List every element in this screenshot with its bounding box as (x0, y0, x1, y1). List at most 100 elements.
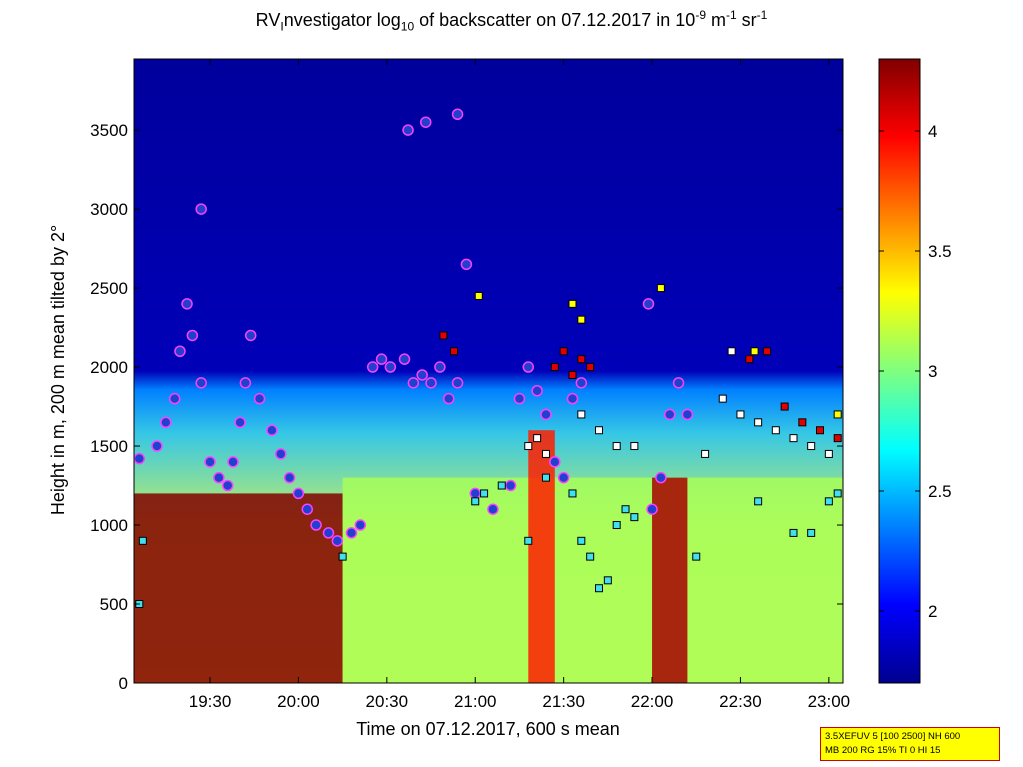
data-marker (557, 471, 570, 484)
colorbar-tick-label: 2 (928, 602, 937, 621)
data-marker (672, 377, 685, 389)
data-marker (434, 361, 446, 373)
y-tick-label: 1000 (90, 516, 128, 535)
y-tick-label: 1500 (90, 437, 128, 456)
data-marker (575, 377, 588, 389)
plot-frame (133, 58, 844, 684)
data-marker (195, 377, 207, 389)
data-marker (419, 116, 432, 128)
data-marker (577, 355, 586, 364)
plot-area (134, 59, 843, 683)
x-tick-label: 20:00 (277, 692, 320, 711)
data-marker (244, 329, 257, 342)
data-marker (568, 299, 577, 308)
data-marker (621, 505, 630, 514)
x-axis: 19:30 20:00 20:30 21:00 21:30 22:00 22:30 23:00 (189, 59, 850, 711)
data-marker (595, 426, 604, 435)
data-marker (603, 576, 612, 585)
data-marker (234, 416, 246, 429)
data-marker (221, 479, 234, 492)
data-marker (450, 347, 459, 356)
data-marker (656, 284, 665, 293)
info-line-2: MB 200 RG 15% TI 0 HI 15 (825, 745, 941, 756)
data-marker (504, 479, 517, 492)
data-marker (451, 108, 464, 121)
marker-points (134, 108, 842, 609)
data-marker (780, 402, 789, 411)
colorbar-tick-label: 3 (928, 362, 937, 381)
data-marker (487, 503, 499, 515)
info-box: 3.5XEFUV 5 [100 2500] NH 600 MB 200 RG 1… (820, 727, 1000, 761)
data-marker (646, 503, 658, 515)
x-tick-label: 19:30 (189, 692, 232, 711)
data-marker (160, 416, 172, 429)
x-tick-label: 21:30 (542, 692, 585, 711)
data-marker (186, 329, 199, 342)
y-tick-label: 0 (119, 674, 128, 693)
data-marker (745, 355, 754, 364)
y-tick-label: 2500 (90, 279, 128, 298)
x-tick-label: 23:00 (808, 692, 851, 711)
data-marker (541, 449, 550, 458)
data-marker (541, 473, 550, 482)
data-marker (771, 426, 780, 435)
data-marker (471, 497, 480, 506)
data-marker (566, 392, 579, 405)
data-marker (630, 513, 639, 522)
data-marker (134, 452, 146, 465)
data-marker (474, 291, 483, 300)
data-marker (239, 377, 252, 389)
data-marker (213, 471, 225, 484)
heatmap-layer (134, 493, 343, 683)
data-marker (524, 536, 533, 545)
data-marker (375, 353, 388, 365)
data-marker (789, 434, 798, 443)
colorbar-tick-label: 2.5 (928, 482, 952, 501)
heatmap-layer (652, 477, 688, 683)
data-marker (816, 426, 825, 435)
data-marker (204, 456, 216, 468)
data-marker (524, 442, 533, 451)
title-part: nvestigator log (283, 10, 401, 30)
data-marker (407, 377, 420, 389)
x-tick-label: 22:00 (631, 692, 674, 711)
data-marker (630, 442, 639, 451)
data-marker (384, 361, 397, 373)
title-part: I (280, 19, 284, 34)
data-marker (595, 584, 604, 593)
data-marker (807, 442, 816, 451)
data-marker (292, 487, 305, 500)
data-marker (701, 449, 710, 458)
colorbar-ticks: 2 2.5 3 3.5 4 (879, 122, 952, 621)
data-marker (451, 377, 464, 389)
title-part: of backscatter on 07.12.2017 in 10 (414, 10, 696, 30)
data-marker (727, 347, 736, 356)
data-marker (762, 347, 771, 356)
data-marker (824, 449, 833, 458)
data-marker (824, 497, 833, 506)
data-marker (181, 298, 193, 310)
x-tick-label: 22:30 (719, 692, 762, 711)
data-marker (331, 535, 344, 547)
y-tick-label: 500 (100, 595, 128, 614)
data-marker (577, 536, 586, 545)
data-marker (469, 487, 481, 500)
data-marker (301, 503, 314, 515)
data-marker (531, 384, 543, 397)
title-part: 10 (400, 19, 415, 34)
data-marker (612, 442, 621, 451)
data-marker (253, 392, 266, 405)
data-marker (754, 418, 763, 427)
colorbar (878, 58, 921, 684)
heatmap-layer (528, 430, 555, 683)
heatmap-layer (342, 477, 843, 683)
title-part: -1 (756, 8, 768, 22)
x-tick-label: 21:00 (454, 692, 497, 711)
data-marker (754, 497, 763, 506)
data-marker (655, 471, 667, 484)
data-marker (559, 347, 568, 356)
data-marker (227, 456, 239, 468)
data-marker (168, 392, 181, 405)
data-marker (540, 408, 552, 421)
